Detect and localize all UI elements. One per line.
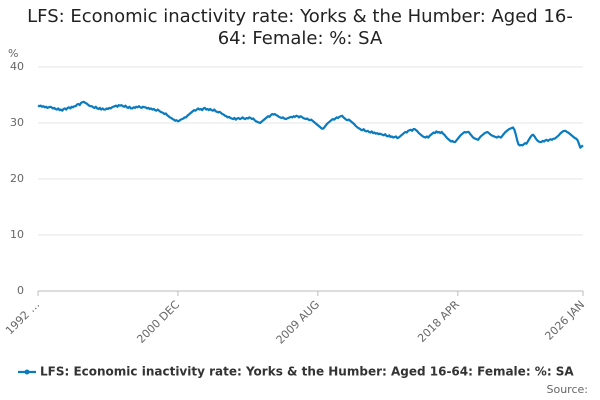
y-tick-label: 40 [10,60,24,73]
y-tick-label: 10 [10,228,24,241]
x-tick-label: 2018 APR [415,298,462,345]
line [37,100,584,149]
x-tick-label: 1992 … [3,298,42,337]
x-tick-label: 2026 JAN [542,298,587,343]
legend-text: LFS: Economic inactivity rate: Yorks & t… [40,365,574,379]
x-tick-label: 2009 AUG [274,298,323,347]
y-axis-label: % [8,47,18,60]
y-tick-label: 30 [10,116,24,129]
chart-title: LFS: Economic inactivity rate: Yorks & t… [27,6,573,49]
y-tick-label: 20 [10,172,24,185]
legend-marker [24,369,30,375]
source: Source: [547,383,589,396]
y-tick-label: 0 [17,284,24,297]
x-tick-label: 2000 DEC [134,298,182,346]
